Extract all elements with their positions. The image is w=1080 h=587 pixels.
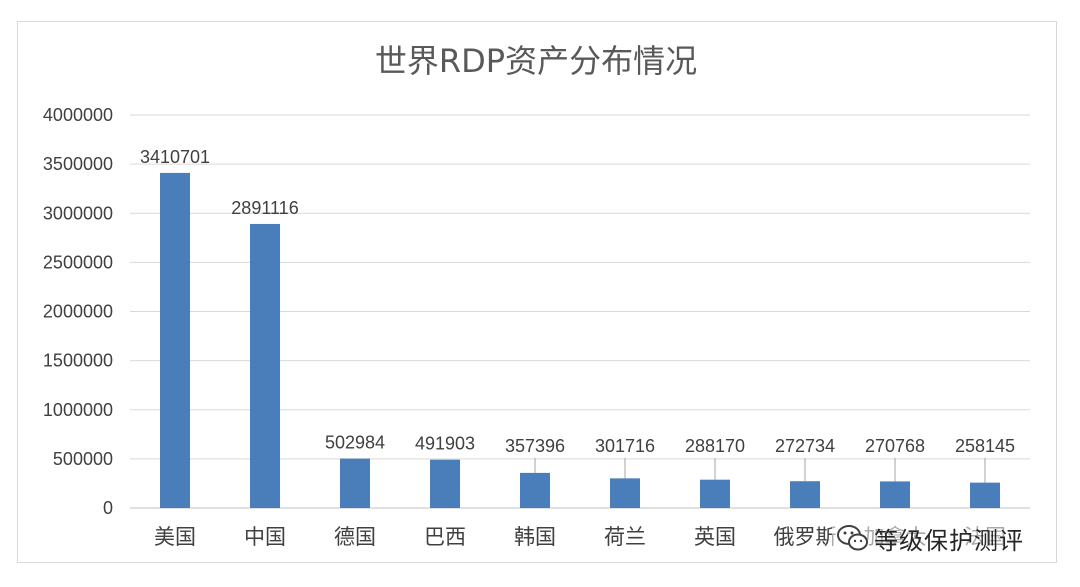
watermark-text: 等级保护测评 [874,526,1024,555]
x-category-label: 德国 [334,525,376,549]
bar [790,481,820,508]
x-category-label: 巴西 [424,525,466,549]
y-tick-label: 1000000 [43,400,113,420]
data-label: 2891116 [231,198,298,218]
chart-frame [17,21,1057,563]
data-label: 272734 [775,436,835,456]
y-tick-label: 0 [103,498,113,518]
wechat-icon [837,525,868,551]
x-category-label: 美国 [154,525,196,549]
bar [700,479,730,508]
bar [340,458,370,508]
bar [610,478,640,508]
bar [970,482,1000,508]
y-tick-label: 1500000 [43,351,113,371]
data-label: 357396 [505,436,565,456]
data-label: 491903 [415,434,475,454]
x-category-label: 中国 [244,525,286,549]
data-label: 258145 [955,436,1015,456]
x-category-label: 韩国 [514,525,556,549]
y-tick-label: 3500000 [43,154,113,174]
y-tick-label: 3000000 [43,203,113,223]
x-category-label: 荷兰 [604,525,646,549]
y-tick-label: 2000000 [43,302,113,322]
bar [160,172,190,508]
data-label: 502984 [325,433,385,453]
data-labels: 3410701 2891116 502984 491903 357396 301716 28… [140,147,1015,483]
data-label: 288170 [685,436,745,456]
data-label: 301716 [595,436,655,456]
y-tick-label: 500000 [53,449,113,469]
bar [250,223,280,508]
y-axis-ticks: 0 500000 1000000 1500000 2000000 2500000 30000… [43,105,113,518]
bar [520,472,550,508]
bar [430,459,460,508]
data-label: 3410701 [140,147,210,167]
x-category-label: 英国 [694,525,736,549]
bars [160,172,1000,508]
bar [880,481,910,508]
chart-title: 世界RDP资产分布情况 [375,42,697,80]
watermark: 等级保护测评 [832,518,1028,558]
y-tick-label: 2500000 [43,252,113,272]
y-tick-label: 4000000 [43,105,113,125]
data-label: 270768 [865,436,925,456]
x-category-label: 俄罗斯 [774,525,837,549]
